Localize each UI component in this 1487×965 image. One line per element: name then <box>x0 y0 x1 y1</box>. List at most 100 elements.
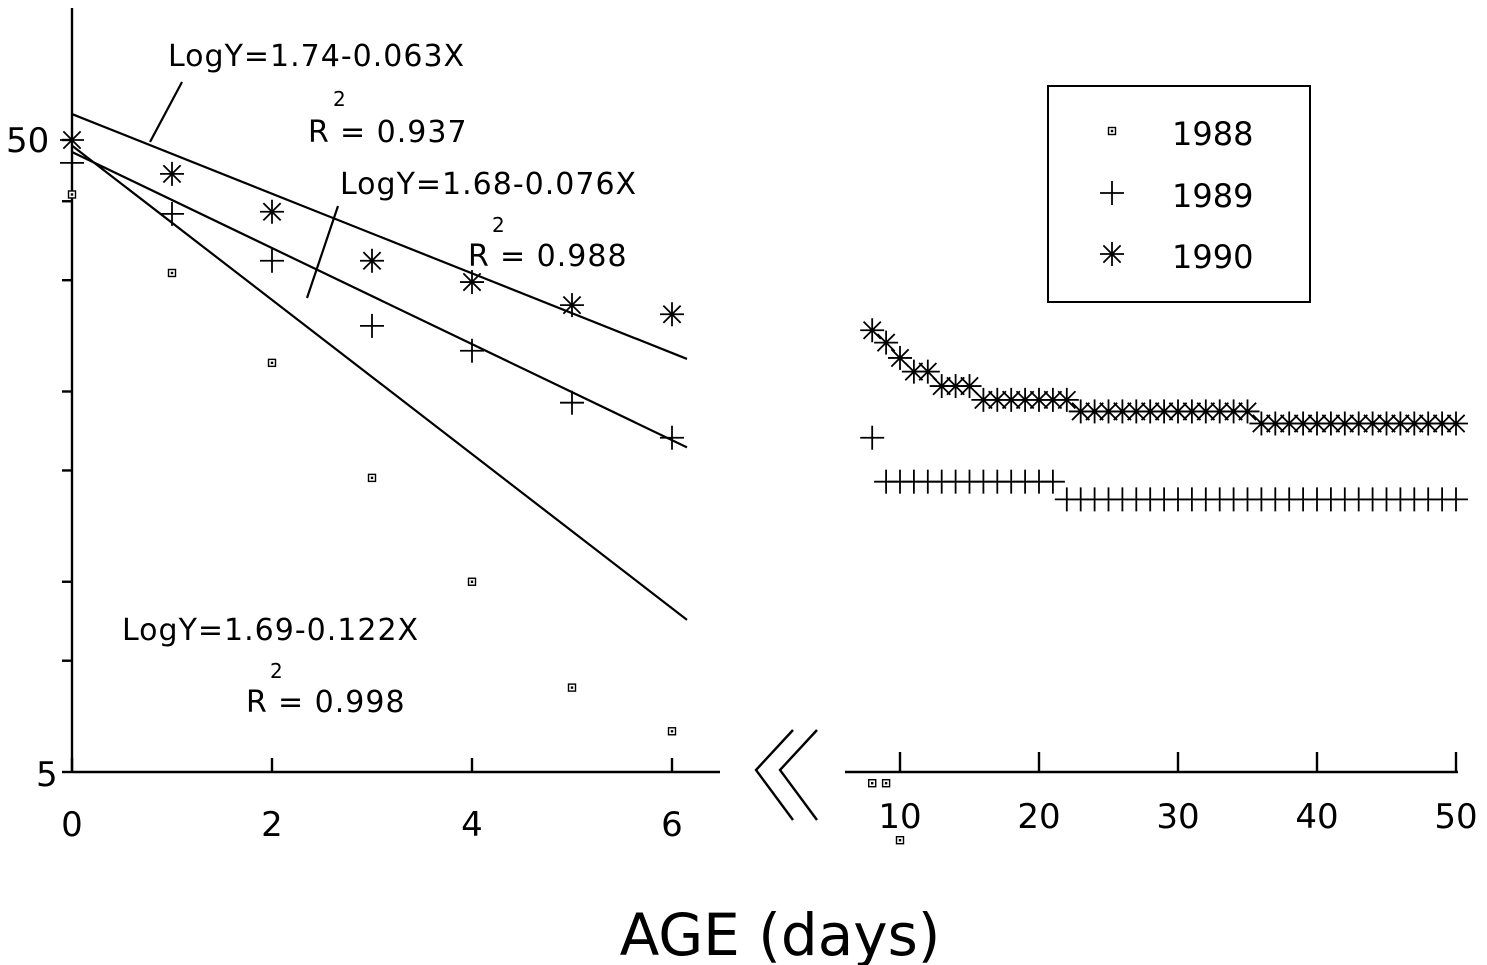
x-tick-label: 40 <box>1295 797 1338 837</box>
data-point-1989 <box>460 338 484 363</box>
data-point-1990 <box>160 161 184 186</box>
marker-star-d2 <box>1071 402 1090 421</box>
leader-line-1990 <box>149 81 183 143</box>
data-point-1988 <box>567 683 577 692</box>
x-tick-label: 6 <box>661 805 683 845</box>
data-point-1990 <box>1318 411 1343 436</box>
x-axis-title: AGE (days) <box>620 901 941 965</box>
marker-square-dot <box>670 730 674 733</box>
legend: 1988 1989 1990 <box>1047 85 1311 303</box>
marker-star-d2 <box>62 130 82 150</box>
marker-star-d2 <box>918 362 938 381</box>
marker-star-d2 <box>1363 414 1382 433</box>
marker-star-d2 <box>1335 414 1355 433</box>
y-tick-label: 50 <box>6 121 49 161</box>
r-squared-value-1990: = 0.937 <box>340 115 468 150</box>
data-point-1990 <box>260 199 284 224</box>
marker-star-d2 <box>1238 402 1257 421</box>
marker-star-d2 <box>1029 390 1049 410</box>
data-point-1989 <box>60 150 84 175</box>
marker-star-d2 <box>1377 414 1396 433</box>
marker-star-d2 <box>262 202 282 222</box>
leader-line-1989 <box>305 205 340 299</box>
marker-star-d2 <box>1057 390 1077 410</box>
marker-star-d2 <box>1182 402 1202 421</box>
marker-star-d2 <box>1168 402 1188 421</box>
data-point-1990 <box>460 270 484 295</box>
y-tick-label: 5 <box>36 755 58 795</box>
marker-star-d2 <box>1099 402 1118 421</box>
marker-star-d2 <box>1293 414 1313 433</box>
data-point-1990 <box>1430 411 1455 436</box>
marker-star-d2 <box>1102 244 1122 264</box>
marker-star-d2 <box>1224 402 1243 421</box>
data-point-1989 <box>860 425 885 450</box>
data-point-1990 <box>1068 399 1093 424</box>
marker-star-d2 <box>1405 414 1424 433</box>
marker-star-d2 <box>862 320 882 340</box>
x-tick-label: 20 <box>1017 797 1060 837</box>
marker-star-d2 <box>162 164 182 184</box>
marker-square-dot <box>871 782 874 785</box>
r-squared-superscript-1990: 2 <box>333 87 346 111</box>
marker-star-d2 <box>1391 414 1410 433</box>
data-point-1988 <box>467 577 477 586</box>
r-squared-superscript-1988: 2 <box>270 659 283 683</box>
marker-star-d2 <box>1418 414 1438 433</box>
r-squared-symbol-1989: R <box>468 239 490 274</box>
marker-star-d2 <box>1113 402 1132 421</box>
data-point-1990 <box>1277 411 1302 436</box>
marker-star-d2 <box>1127 402 1146 421</box>
marker-star-d2 <box>1154 402 1174 421</box>
data-point-1989 <box>560 390 584 415</box>
marker-square-dot <box>898 838 902 842</box>
r-squared-symbol-1988: R <box>246 685 268 720</box>
data-point-1990 <box>874 330 899 355</box>
marker-square-dot <box>70 193 74 196</box>
data-point-1990 <box>560 293 584 318</box>
x-tick-label: 0 <box>61 805 83 845</box>
data-point-1988 <box>367 473 377 483</box>
marker-square-dot <box>570 686 574 689</box>
equation-label-1988: LogY=1.69-0.122X <box>122 613 419 648</box>
x-tick-label: 10 <box>878 797 921 837</box>
data-point-1988 <box>67 190 77 199</box>
marker-star-d2 <box>1279 414 1299 433</box>
marker-star-d2 <box>1015 390 1035 410</box>
fit-line-1989 <box>71 150 688 449</box>
marker-star-d2 <box>1349 414 1368 433</box>
data-point-1989 <box>660 425 684 450</box>
marker-star-d2 <box>1307 414 1327 433</box>
marker-star-d2 <box>932 376 951 396</box>
x-tick-label: 50 <box>1434 797 1477 837</box>
marker-star-d2 <box>1252 414 1271 433</box>
marker-star-d2 <box>890 348 910 368</box>
data-point-1988 <box>881 779 891 788</box>
legend-box <box>1047 85 1311 303</box>
marker-star-d2 <box>1321 414 1341 433</box>
marker-star-d2 <box>1266 414 1285 433</box>
legend-label-1988: 1988 <box>1172 115 1253 153</box>
data-point-1990 <box>1444 411 1468 436</box>
data-point-1989 <box>1040 469 1065 494</box>
legend-marker-1988 <box>1107 126 1117 136</box>
fit-line-1988 <box>71 144 688 621</box>
x-tick-label: 2 <box>261 805 283 845</box>
marker-square-dot <box>270 361 274 365</box>
data-point-1990 <box>860 318 885 343</box>
data-point-1989 <box>1444 487 1468 512</box>
r-squared-value-1988: = 0.998 <box>278 685 406 720</box>
marker-star-d2 <box>946 376 965 396</box>
data-point-1990 <box>915 359 940 384</box>
data-point-1990 <box>1249 411 1274 436</box>
marker-star-d2 <box>904 362 924 381</box>
data-point-1990 <box>1235 399 1260 424</box>
data-point-1988 <box>267 358 277 368</box>
data-point-1990 <box>660 302 684 327</box>
data-point-1990 <box>360 248 384 273</box>
marker-star-d2 <box>1446 414 1466 433</box>
data-point-1990 <box>1346 411 1371 436</box>
data-point-1989 <box>160 201 184 226</box>
legend-label-1990: 1990 <box>1172 238 1253 276</box>
data-point-1990 <box>1054 387 1079 412</box>
